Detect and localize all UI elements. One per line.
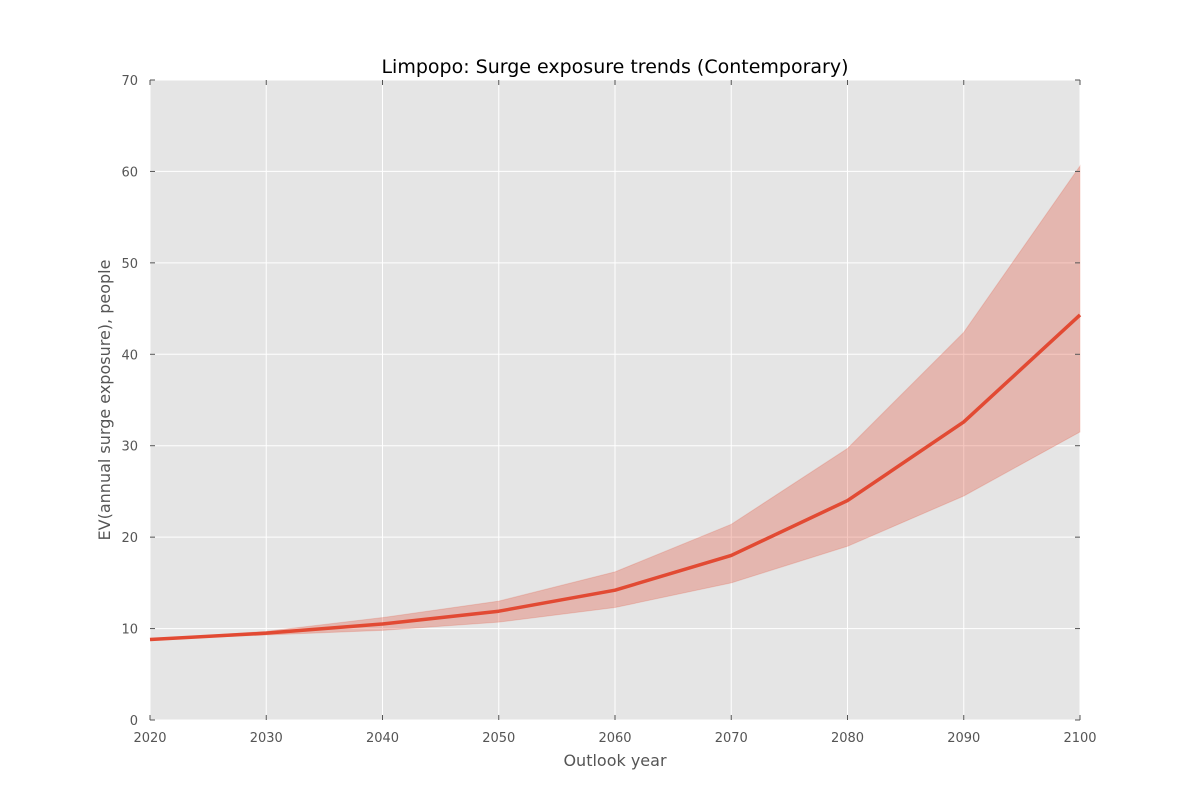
ticks: 2020 2030 2040 2050 2060 2070 2080 2090 21000102… [121,74,1096,746]
y-tick-label: 70 [121,74,138,89]
x-axis-label: Outlook year [563,751,667,770]
x-tick-label: 2080 [831,731,864,746]
y-tick-label: 40 [121,348,138,363]
y-tick-label: 60 [121,165,138,180]
y-tick-label: 10 [121,623,138,638]
x-tick-label: 2090 [947,731,980,746]
y-axis-label: EV(annual surge exposure), people [95,260,114,541]
x-tick-label: 2040 [366,731,399,746]
y-tick-label: 50 [121,257,138,272]
x-tick-label: 2030 [250,731,283,746]
x-tick-label: 2070 [715,731,748,746]
y-tick-label: 20 [121,531,138,546]
x-tick-label: 2020 [133,731,166,746]
x-tick-label: 2050 [482,731,515,746]
y-tick-label: 0 [130,714,138,729]
x-tick-label: 2060 [598,731,631,746]
chart-title: Limpopo: Surge exposure trends (Contempo… [381,56,848,78]
series-line [149,313,1082,642]
line-layer [149,313,1082,642]
band-layer [149,164,1081,641]
y-tick-label: 30 [121,440,138,455]
confidence-band [149,164,1081,641]
x-tick-label: 2100 [1063,731,1096,746]
